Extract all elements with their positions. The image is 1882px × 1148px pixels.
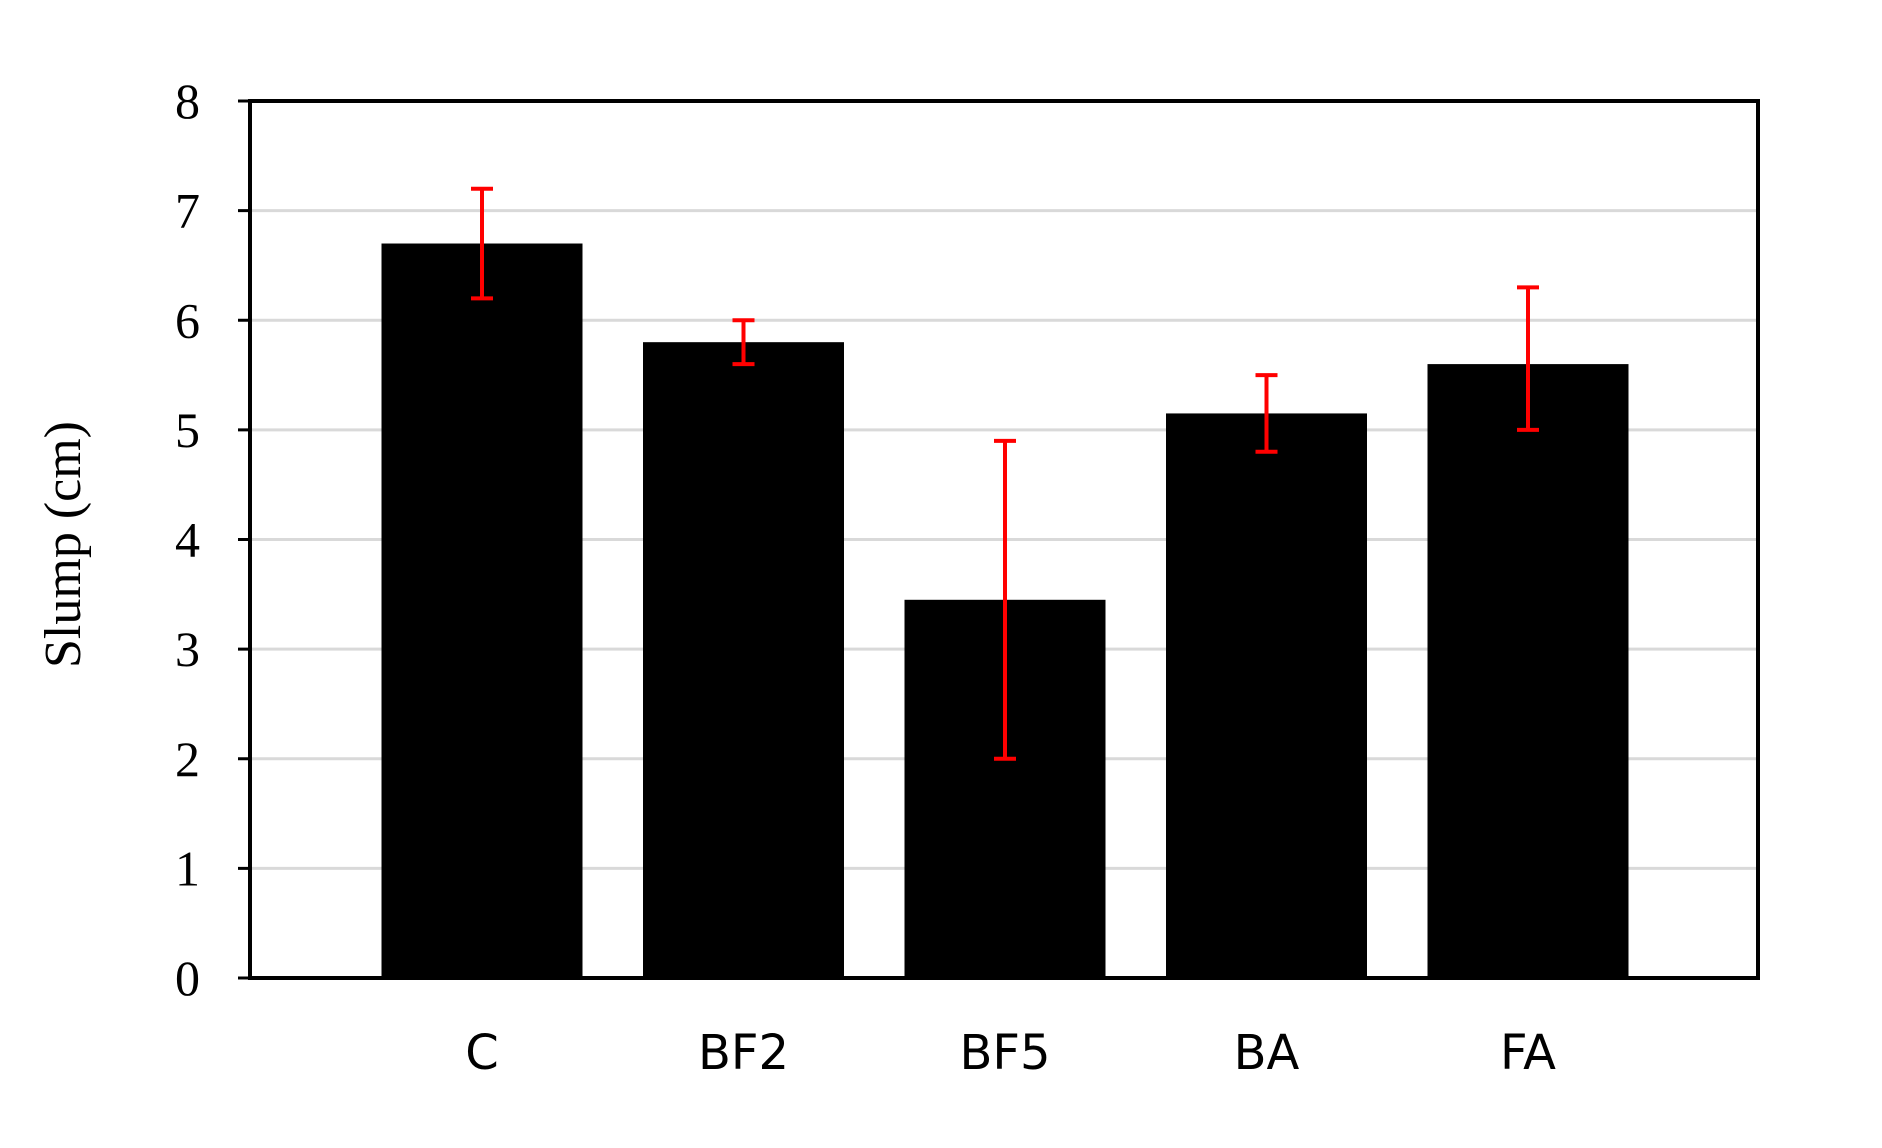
y-axis-title: Slump (cm) xyxy=(35,421,92,668)
y-tick-label: 0 xyxy=(175,950,200,1006)
bars xyxy=(381,243,1629,979)
y-tick-label: 3 xyxy=(175,621,200,677)
x-category-label: FA xyxy=(1500,1025,1556,1081)
x-category-label: BF5 xyxy=(959,1025,1050,1081)
bar-bf2 xyxy=(643,342,844,978)
y-tick-label: 8 xyxy=(175,73,200,129)
y-axis-ticks: 0 1 2 3 4 5 6 7 8 xyxy=(175,73,250,1006)
x-category-label: BF2 xyxy=(698,1025,789,1081)
axis-labels: C BF2 BF5 BA FA xyxy=(465,1025,1556,1081)
y-tick-label: 6 xyxy=(175,292,200,348)
y-tick-label: 7 xyxy=(175,183,200,239)
y-tick-label: 1 xyxy=(175,840,200,896)
bar-fa xyxy=(1427,364,1629,979)
x-category-label: BA xyxy=(1234,1025,1300,1081)
y-tick-label: 4 xyxy=(175,512,200,568)
x-category-label: C xyxy=(465,1025,499,1081)
bar-ba xyxy=(1166,413,1367,978)
error-bars xyxy=(471,186,1539,761)
bar-c xyxy=(381,243,583,978)
y-tick-label: 2 xyxy=(175,731,200,787)
y-tick-label: 5 xyxy=(175,402,200,458)
